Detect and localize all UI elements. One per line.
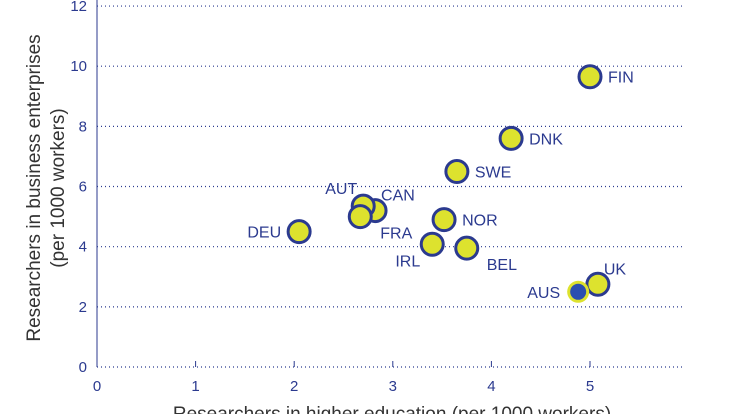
point-aus-core	[570, 283, 587, 300]
y-tick-label-12: 12	[70, 0, 87, 15]
point-fra	[347, 204, 373, 230]
point-dnk	[498, 125, 524, 151]
label-swe: SWE	[475, 164, 511, 181]
y-tick-label-6: 6	[79, 179, 87, 196]
point-uk	[585, 271, 611, 297]
y-tick-labels: 0 2 4 6 8 10 12	[70, 0, 87, 376]
y-tick-label-0: 0	[79, 359, 87, 376]
label-can: CAN	[381, 188, 415, 205]
label-dnk: DNK	[529, 131, 563, 148]
point-aus	[567, 280, 590, 303]
point-labels: FIN DNK SWE CAN AUT FRA DEU NOR IRL BEL UK AUS	[247, 70, 633, 302]
y-axis-title-line-2: (per 1000 workers)	[48, 108, 69, 267]
point-nor	[431, 207, 457, 233]
point-fin	[577, 64, 603, 90]
label-aut: AUT	[325, 181, 357, 198]
point-swe	[444, 158, 470, 184]
label-bel: BEL	[487, 257, 517, 274]
label-uk: UK	[604, 261, 627, 278]
point-deu	[286, 219, 312, 245]
label-irl: IRL	[395, 253, 420, 270]
x-tick-label-5: 5	[586, 378, 594, 395]
x-tick-label-2: 2	[290, 378, 298, 395]
y-tick-label-8: 8	[79, 118, 87, 135]
label-aus: AUS	[527, 285, 560, 302]
axes	[96, 0, 683, 368]
label-fra: FRA	[380, 226, 412, 243]
label-nor: NOR	[462, 213, 498, 230]
y-axis-title-line-1: Researchers in business enterprises	[24, 34, 45, 341]
y-tick-label-2: 2	[79, 299, 87, 316]
label-fin: FIN	[608, 70, 634, 87]
data-points	[286, 64, 611, 303]
point-bel	[454, 235, 480, 261]
x-tick-label-4: 4	[487, 378, 495, 395]
x-tick-label-0: 0	[93, 378, 101, 395]
x-tick-label-1: 1	[191, 378, 199, 395]
x-tick-label-3: 3	[389, 378, 397, 395]
point-irl	[419, 231, 445, 257]
grid-lines	[97, 5, 683, 308]
label-deu: DEU	[247, 225, 281, 242]
x-axis-title: Researchers in higher education (per 100…	[173, 404, 611, 414]
y-tick-label-4: 4	[79, 239, 87, 256]
y-tick-label-10: 10	[70, 58, 87, 75]
x-tick-labels: 0 1 2 3 4 5	[93, 378, 594, 395]
